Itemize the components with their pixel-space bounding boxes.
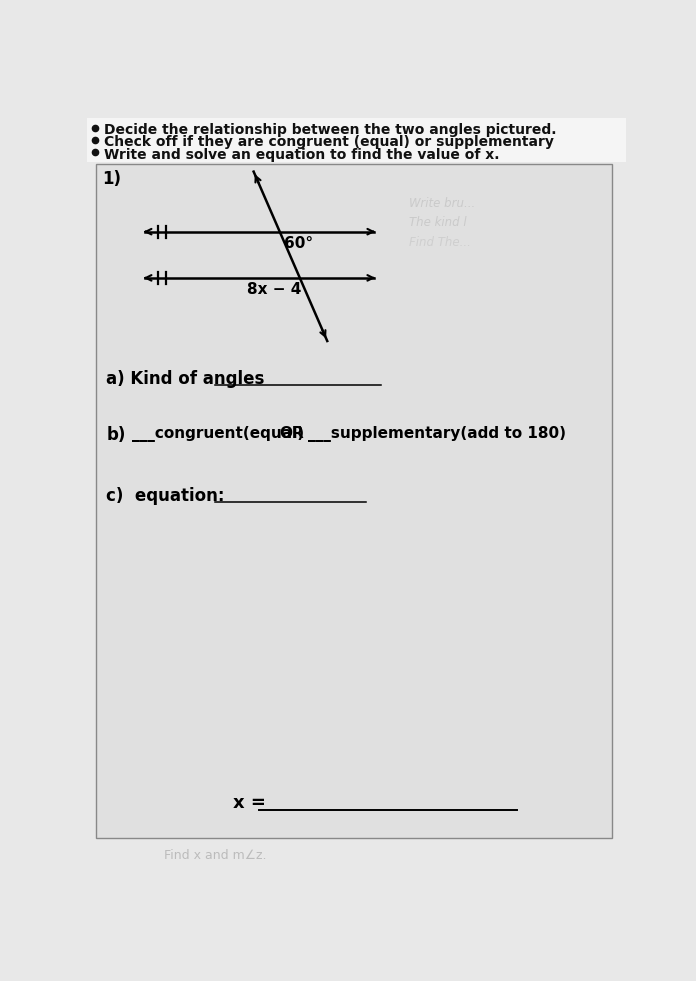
Bar bbox=[96, 164, 612, 838]
Text: b): b) bbox=[106, 426, 126, 443]
Text: x =: x = bbox=[232, 794, 266, 812]
Bar bbox=[87, 118, 626, 163]
Text: The kind l: The kind l bbox=[409, 216, 466, 230]
Text: c)  equation:: c) equation: bbox=[106, 488, 225, 505]
Text: a) Kind of angles: a) Kind of angles bbox=[106, 370, 264, 388]
Text: Find x and m∠z.: Find x and m∠z. bbox=[164, 850, 267, 862]
Text: Find The...: Find The... bbox=[409, 235, 470, 248]
Text: 60°: 60° bbox=[285, 236, 313, 251]
Text: ___supplementary(add to 180): ___supplementary(add to 180) bbox=[308, 426, 566, 441]
Text: Decide the relationship between the two angles pictured.: Decide the relationship between the two … bbox=[104, 123, 557, 137]
Text: OR: OR bbox=[279, 426, 304, 440]
Text: 1): 1) bbox=[102, 170, 122, 188]
Text: Check off if they are congruent (equal) or supplementary: Check off if they are congruent (equal) … bbox=[104, 135, 554, 149]
Text: Write and solve an equation to find the value of x.: Write and solve an equation to find the … bbox=[104, 148, 500, 162]
Text: 8x − 4: 8x − 4 bbox=[247, 283, 301, 297]
Text: Write bru...: Write bru... bbox=[409, 197, 475, 210]
Text: ___congruent(equal): ___congruent(equal) bbox=[132, 426, 304, 441]
